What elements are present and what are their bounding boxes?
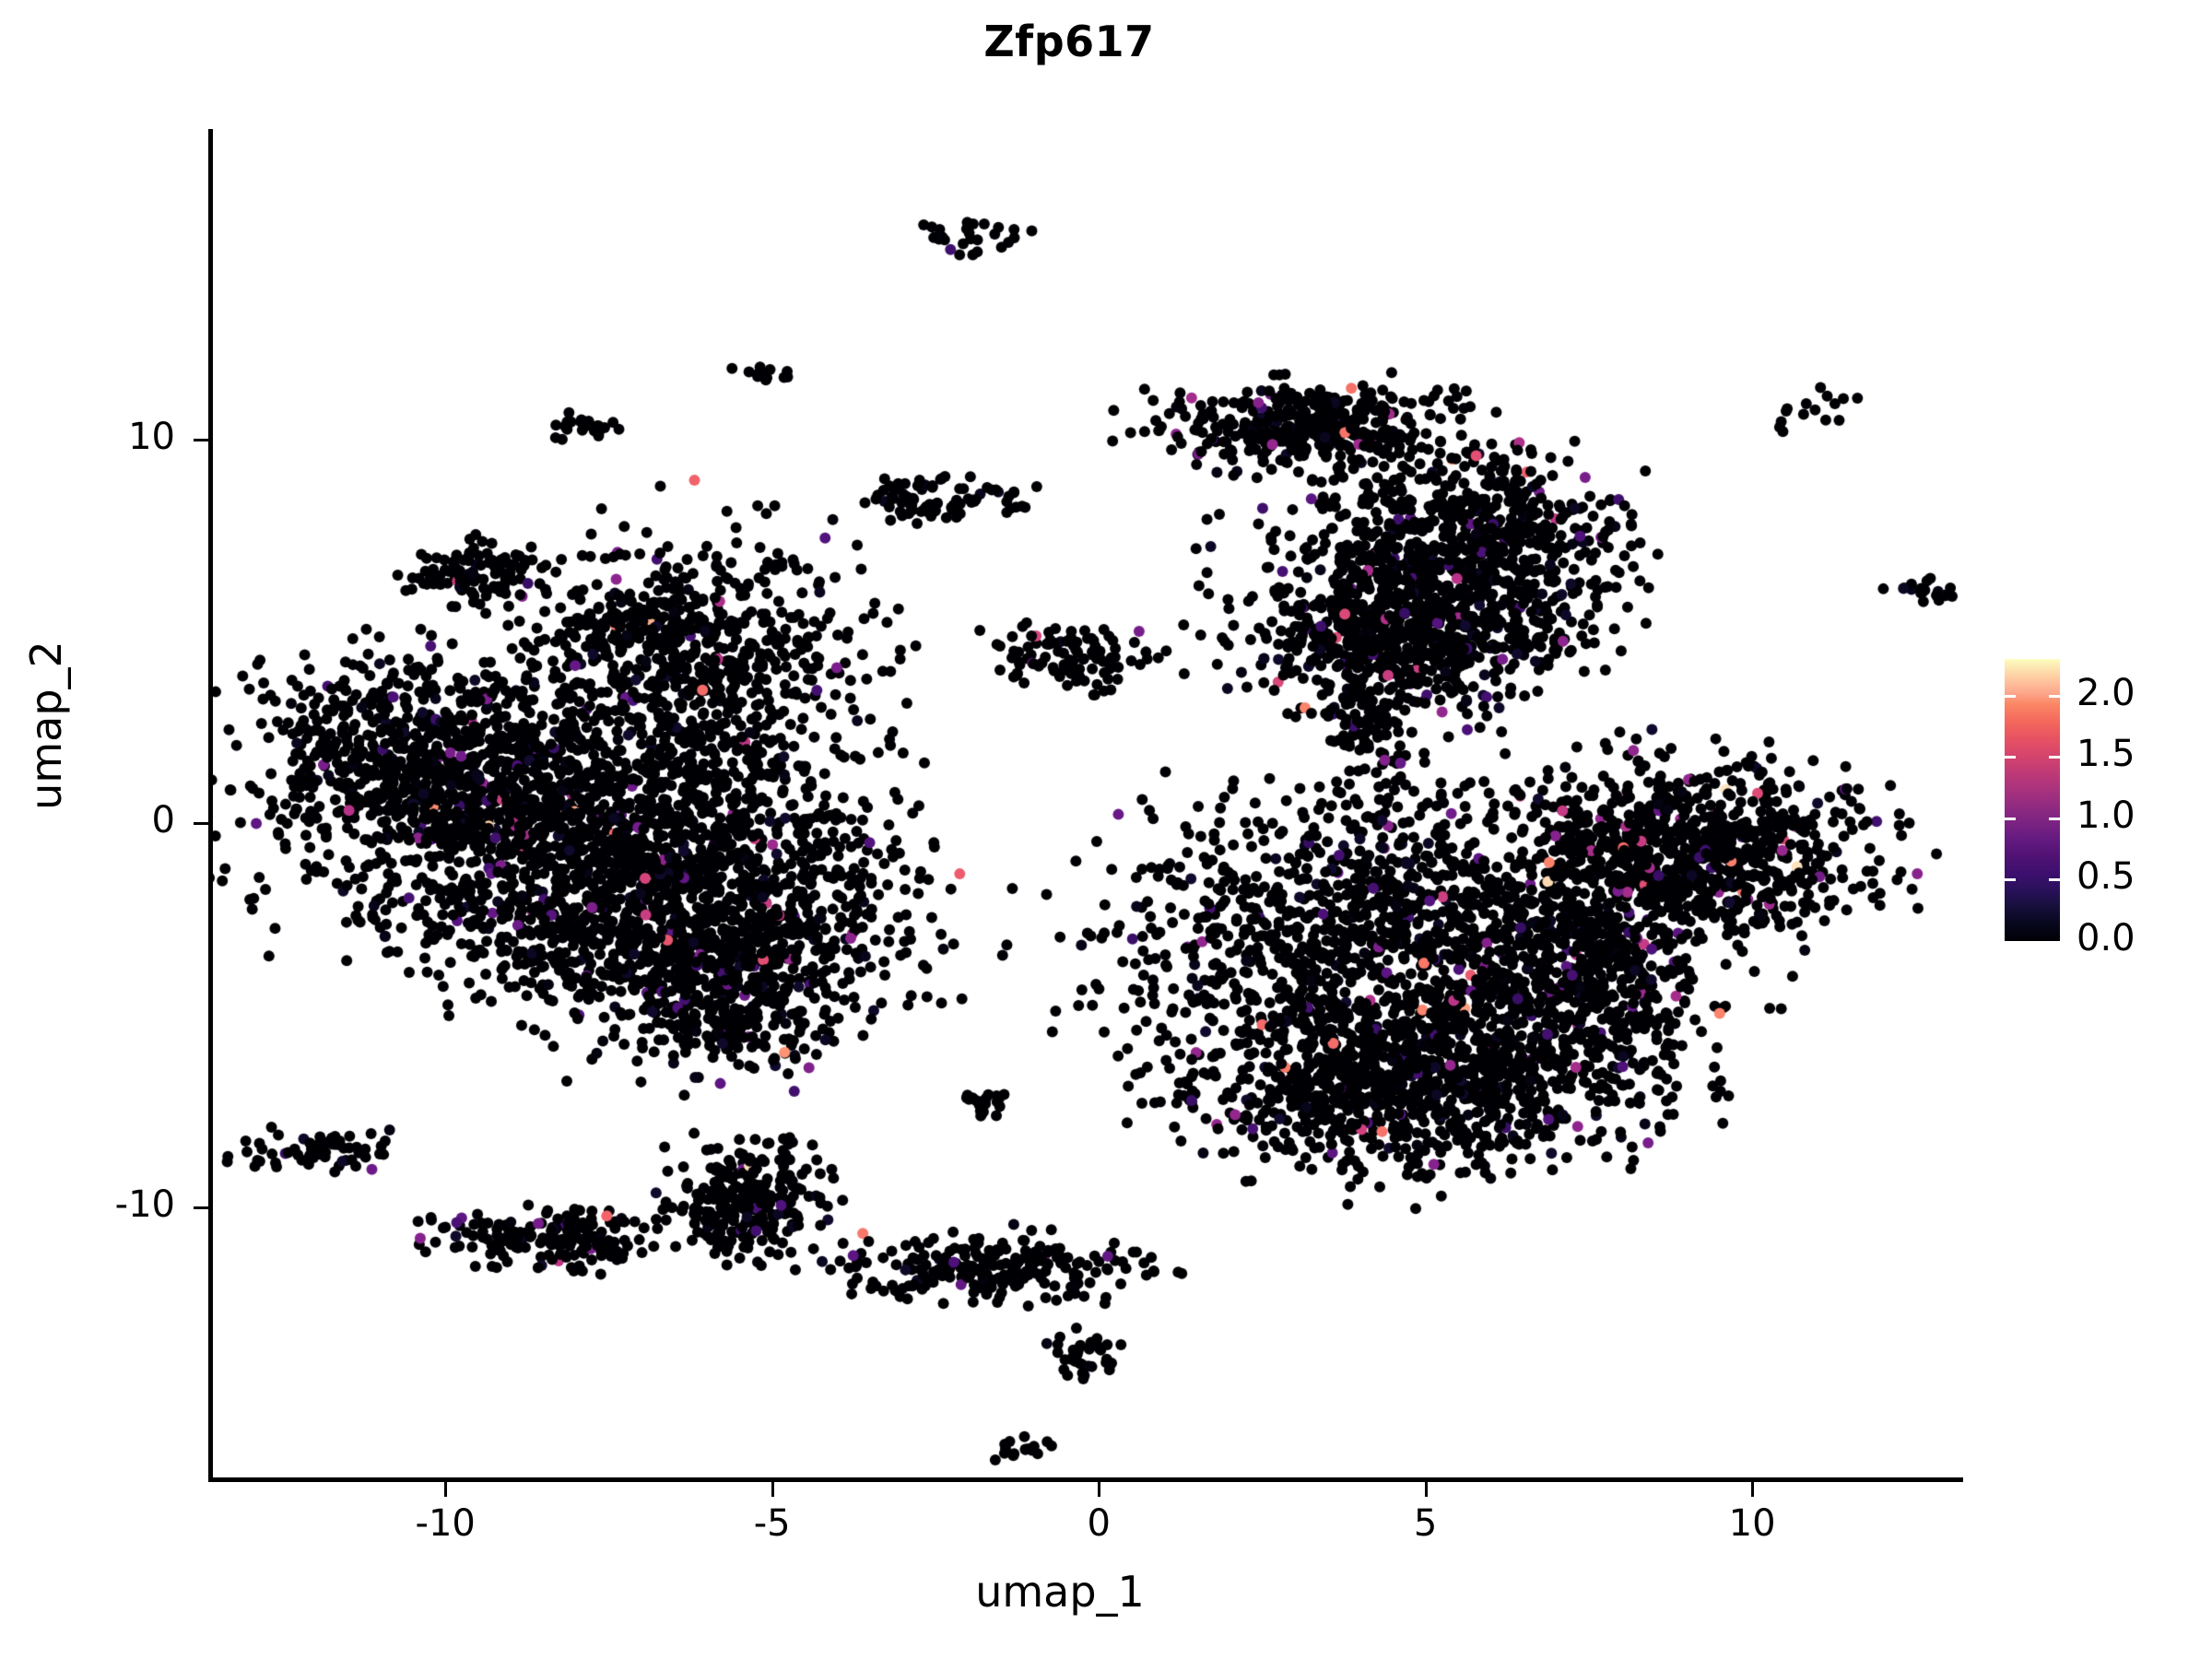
scatter-plot-area[interactable] [210, 129, 1961, 1479]
x-tick-label: -10 [415, 1502, 476, 1545]
x-tick-mark [1751, 1482, 1755, 1497]
colorbar-tick-label: 1.0 [2077, 794, 2136, 837]
colorbar-tick-label: 0.5 [2077, 855, 2136, 899]
colorbar-tick-mark [2005, 694, 2016, 698]
y-tick-mark [194, 439, 208, 442]
page-title: Zfp617 [983, 17, 1155, 66]
x-tick-label: 10 [1728, 1502, 1776, 1545]
scatter-points-canvas [210, 129, 1961, 1479]
colorbar-tick-label: 0.0 [2077, 917, 2136, 959]
axis-spine-bottom [208, 1477, 1963, 1482]
colorbar-tick-mark [2005, 756, 2016, 759]
x-tick-label: -5 [753, 1502, 791, 1545]
colorbar-tick-mark [2005, 878, 2016, 882]
colorbar-tick-mark [2049, 878, 2060, 882]
y-axis-label: umap_2 [21, 641, 71, 810]
x-axis-label: umap_1 [975, 1567, 1145, 1617]
colorbar-tick-mark [2049, 694, 2060, 698]
y-tick-label: 0 [151, 799, 175, 842]
colorbar-tick-mark [2049, 756, 2060, 759]
colorbar-tick-label: 1.5 [2077, 733, 2136, 776]
x-tick-mark [771, 1482, 774, 1497]
x-tick-label: 0 [1087, 1502, 1111, 1545]
y-tick-label: -10 [114, 1182, 175, 1226]
y-tick-label: 10 [128, 416, 175, 459]
colorbar-tick-label: 2.0 [2077, 671, 2136, 714]
colorbar-gradient [2005, 659, 2060, 941]
x-tick-mark [1098, 1482, 1101, 1497]
colorbar-tick-mark [2005, 817, 2016, 820]
axis-spine-left [208, 129, 213, 1482]
colorbar-tick-mark [2049, 817, 2060, 820]
y-tick-mark [194, 822, 208, 826]
y-tick-mark [194, 1206, 208, 1209]
x-tick-mark [444, 1482, 448, 1497]
x-tick-label: 5 [1413, 1502, 1438, 1545]
x-tick-mark [1424, 1482, 1428, 1497]
